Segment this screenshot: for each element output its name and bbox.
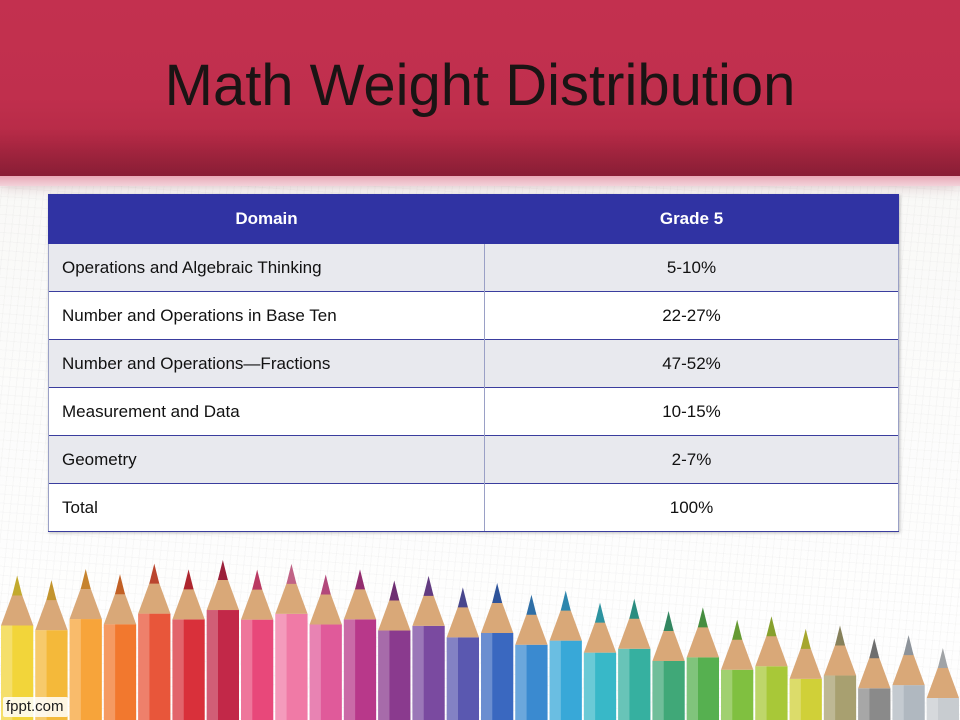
pencil bbox=[652, 610, 685, 720]
domain-cell: Measurement and Data bbox=[48, 387, 485, 436]
table-header-row: Domain Grade 5 bbox=[48, 194, 899, 244]
table-row: Measurement and Data 10-15% bbox=[48, 387, 899, 436]
pencil bbox=[378, 580, 411, 720]
weight-table: Domain Grade 5 Operations and Algebraic … bbox=[48, 194, 899, 532]
domain-cell: Operations and Algebraic Thinking bbox=[48, 243, 485, 292]
table-row: Total 100% bbox=[48, 483, 899, 532]
pencil bbox=[789, 628, 822, 720]
pencil bbox=[549, 590, 582, 720]
table-row: Number and Operations—Fractions 47-52% bbox=[48, 339, 899, 388]
title-banner bbox=[0, 0, 960, 178]
pencil bbox=[823, 625, 857, 720]
pencil bbox=[275, 563, 308, 720]
grade-cell: 22-27% bbox=[484, 291, 899, 340]
banner-strip bbox=[0, 176, 960, 186]
pencil bbox=[172, 569, 205, 720]
pencil bbox=[103, 574, 137, 720]
pencil bbox=[686, 607, 719, 720]
banner-shade bbox=[0, 128, 960, 178]
pencil bbox=[412, 575, 445, 720]
pencil bbox=[481, 582, 514, 720]
pencil bbox=[206, 560, 239, 720]
pencil bbox=[926, 648, 959, 720]
grade-cell: 100% bbox=[484, 483, 899, 532]
pencil bbox=[583, 602, 617, 720]
table-row: Operations and Algebraic Thinking 5-10% bbox=[48, 243, 899, 292]
pencil bbox=[721, 619, 754, 720]
pencil bbox=[241, 569, 274, 720]
pencil bbox=[755, 616, 788, 720]
domain-cell: Geometry bbox=[48, 435, 485, 484]
pencil bbox=[858, 638, 891, 720]
pencil bbox=[69, 569, 102, 720]
pencil bbox=[446, 587, 479, 720]
grade-cell: 10-15% bbox=[484, 387, 899, 436]
domain-cell: Number and Operations in Base Ten bbox=[48, 291, 485, 340]
domain-cell: Number and Operations—Fractions bbox=[48, 339, 485, 388]
fppt-logo: fppt.com bbox=[3, 697, 68, 717]
slide-title: Math Weight Distribution bbox=[164, 53, 796, 118]
pencil bbox=[343, 569, 377, 720]
table-row: Number and Operations in Base Ten 22-27% bbox=[48, 291, 899, 340]
pencil bbox=[138, 563, 171, 720]
pencil bbox=[309, 574, 342, 720]
header-grade-5: Grade 5 bbox=[484, 194, 899, 244]
colored-pencils-illustration bbox=[1, 560, 959, 720]
table-row: Geometry 2-7% bbox=[48, 435, 899, 484]
grade-cell: 47-52% bbox=[484, 339, 899, 388]
grade-cell: 2-7% bbox=[484, 435, 899, 484]
grade-cell: 5-10% bbox=[484, 243, 899, 292]
pencil bbox=[892, 635, 925, 720]
header-domain: Domain bbox=[48, 194, 485, 244]
pencil bbox=[515, 594, 548, 720]
pencil bbox=[618, 598, 651, 720]
